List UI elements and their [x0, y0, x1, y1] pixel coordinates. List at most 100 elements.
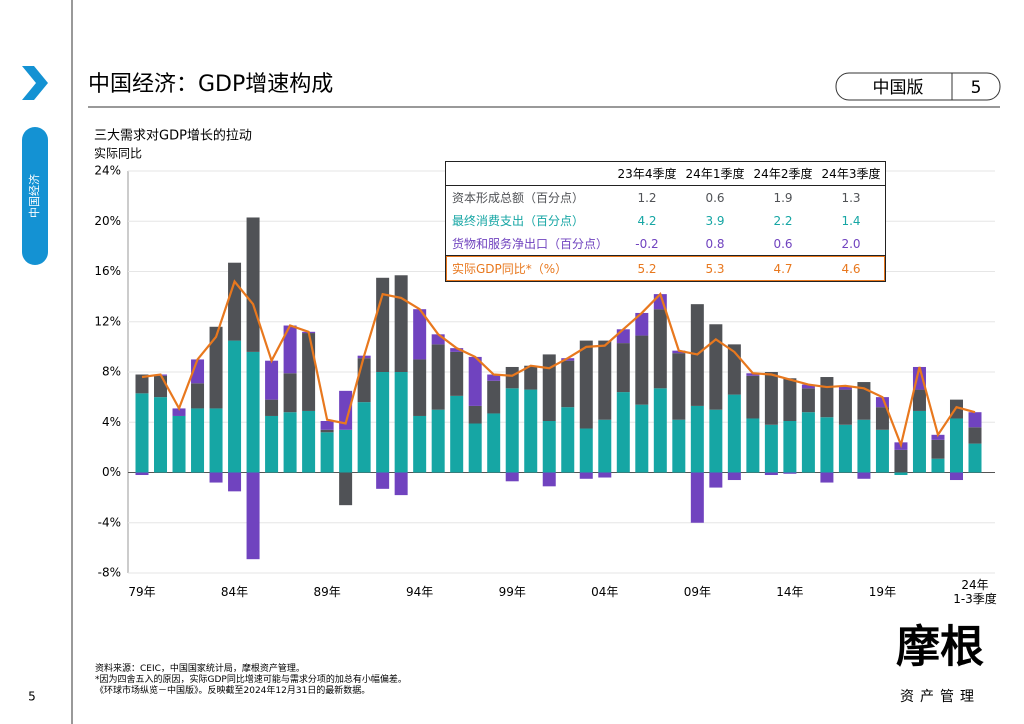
- bar-segment: [413, 359, 427, 416]
- x-tick-label: 79年: [128, 585, 156, 599]
- bar-segment: [764, 372, 778, 425]
- bar-segment: [857, 382, 871, 420]
- bar-segment: [616, 392, 630, 473]
- column-header: 24年1季度: [685, 167, 745, 181]
- bar-segment: [820, 377, 834, 418]
- bar-segment: [727, 394, 741, 473]
- bar-segment: [376, 372, 390, 473]
- bar-segment: [690, 405, 704, 473]
- table-cell: 4.6: [841, 261, 861, 276]
- x-tick-label: 09年: [683, 585, 711, 599]
- bar-segment: [283, 412, 297, 473]
- bar-segment: [246, 472, 260, 560]
- column-header: 24年2季度: [753, 167, 813, 181]
- bar-segment: [709, 409, 723, 473]
- bar-segment: [653, 388, 667, 473]
- table-cell: 2.2: [773, 213, 793, 228]
- bar-segment: [357, 402, 371, 473]
- bar-segment: [209, 408, 223, 473]
- bar-segment: [228, 340, 242, 473]
- y-tick-label: 20%: [94, 214, 121, 228]
- bar-segment: [320, 429, 334, 433]
- bar-segment: [450, 351, 464, 396]
- bar-segment: [320, 432, 334, 473]
- bar-segment: [394, 472, 408, 496]
- bar-segment: [228, 472, 242, 492]
- bar-segment: [376, 277, 390, 372]
- table-cell: 1.4: [841, 213, 861, 228]
- bar-segment: [912, 410, 926, 473]
- bar-segment: [727, 472, 741, 481]
- bar-segment: [579, 428, 593, 473]
- table-row: 货物和服务净出口（百分点） -0.2 0.8 0.6 2.0: [446, 232, 885, 256]
- page-number: 5: [28, 690, 36, 704]
- bar-segment: [524, 365, 538, 390]
- y-tick-label: 12%: [94, 314, 121, 328]
- bar-segment: [283, 325, 297, 374]
- bar-segment: [283, 373, 297, 413]
- bar-segment: [542, 420, 556, 473]
- bar-segment: [801, 412, 815, 473]
- bar-segment: [968, 427, 982, 444]
- table-cell: 1.9: [773, 190, 793, 205]
- footnote: *因为四舍五入的原因，实际GDP同比增速可能与需求分项的加总有小幅偏差。: [95, 675, 407, 685]
- bar-segment: [542, 354, 556, 421]
- bar-segment: [487, 374, 501, 381]
- bar-segment: [616, 343, 630, 393]
- bar-segment: [135, 472, 149, 476]
- bar-segment: [764, 472, 778, 476]
- bar-segment: [672, 419, 686, 473]
- bar-segment: [172, 408, 186, 416]
- bar-segment: [746, 418, 760, 473]
- row-label: 货物和服务净出口（百分点）: [452, 237, 609, 251]
- bar-segment: [875, 397, 889, 408]
- header-blank: [446, 162, 613, 186]
- bar-segment: [598, 419, 612, 473]
- bar-segment: [357, 358, 371, 403]
- bar-segment: [820, 472, 834, 483]
- bar-segment: [616, 329, 630, 344]
- bar-segment: [320, 420, 334, 430]
- x-tick-label: 89年: [313, 585, 341, 599]
- bar-segment: [191, 408, 205, 473]
- bar-segment: [838, 385, 852, 390]
- bar-segment: [598, 472, 612, 478]
- x-tick-label: 99年: [498, 585, 526, 599]
- x-tick-label: 94年: [406, 585, 434, 599]
- bar-segment: [579, 472, 593, 479]
- bar-segment: [709, 324, 723, 410]
- y-tick-label: -4%: [98, 515, 121, 529]
- chevron: [22, 66, 48, 100]
- bar-segment: [246, 217, 260, 352]
- bar-segment: [450, 348, 464, 352]
- table-row: 资本形成总额（百分点） 1.2 0.6 1.9 1.3: [446, 186, 885, 210]
- footnotes: 资料来源：CEIC，中国国家统计局，摩根资产管理。 *因为四舍五入的原因，实际GD…: [95, 664, 407, 697]
- table-row: 实际GDP同比*（%） 5.2 5.3 4.7 4.6: [446, 255, 885, 281]
- bar-segment: [265, 399, 279, 416]
- table: 23年4季度 24年1季度 24年2季度 24年3季度 资本形成总额（百分点） 1.2 0.…: [446, 162, 885, 281]
- table-cell: 5.3: [705, 261, 725, 276]
- bar-segment: [912, 389, 926, 411]
- table-row: 最终消费支出（百分点） 4.2 3.9 2.2 1.4: [446, 209, 885, 232]
- slide-title: 中国经济：GDP增速构成: [88, 72, 333, 97]
- bar-segment: [228, 262, 242, 341]
- bar-segment: [505, 366, 519, 389]
- section-pill: [22, 127, 48, 265]
- bar-segment: [154, 375, 168, 398]
- bar-segment: [154, 397, 168, 473]
- bar-segment: [561, 358, 575, 361]
- bar-segment: [894, 472, 908, 476]
- bar-segment: [801, 384, 815, 389]
- x-tick-label: 24年 1-3季度: [953, 578, 997, 606]
- y-tick-label: 0%: [102, 465, 121, 479]
- y-tick-label: 24%: [94, 164, 121, 178]
- bar-segment: [764, 424, 778, 473]
- table-cell: 5.2: [637, 261, 657, 276]
- bar-segment: [339, 429, 353, 473]
- bar-segment: [783, 472, 797, 474]
- table-cell: 1.2: [637, 190, 657, 205]
- bar-segment: [968, 412, 982, 428]
- bar-segment: [487, 413, 501, 473]
- bar-segment: [894, 449, 908, 473]
- bar-segment: [672, 350, 686, 354]
